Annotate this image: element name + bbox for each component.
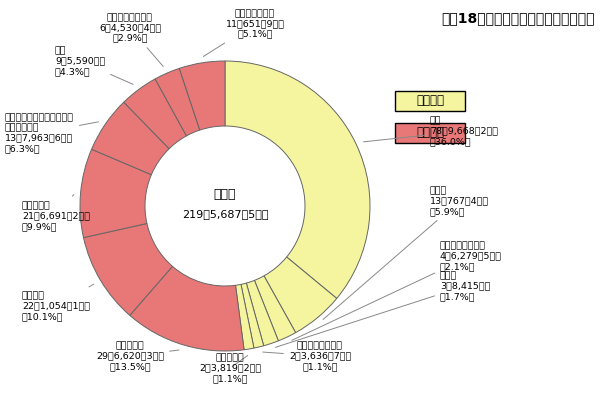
- Text: 地方消費税交付金
6億4,530万4千円
（2.9%）: 地方消費税交付金 6億4,530万4千円 （2.9%）: [99, 13, 163, 67]
- Text: 219億5,687万5千円: 219億5,687万5千円: [182, 209, 268, 219]
- Text: 使用料及び手数料
4億6,279万5千円
（2.1%）: 使用料及び手数料 4億6,279万5千円 （2.1%）: [292, 241, 502, 340]
- Wedge shape: [124, 79, 187, 149]
- Wedge shape: [80, 149, 151, 238]
- Text: 国有提供施設等所在市町村
助成交付金等
13億7,963万6千円
（6.3%）: 国有提供施設等所在市町村 助成交付金等 13億7,963万6千円 （6.3%）: [5, 113, 98, 153]
- Text: 分担金及び負担金
2億3,636万7千円
（1.1%）: 分担金及び負担金 2億3,636万7千円 （1.1%）: [263, 341, 351, 371]
- Wedge shape: [179, 61, 225, 130]
- Text: 都支出金
22億1,054万1千円
（10.1%）: 都支出金 22億1,054万1千円 （10.1%）: [22, 284, 94, 321]
- Wedge shape: [264, 257, 337, 332]
- Wedge shape: [236, 284, 254, 350]
- Wedge shape: [92, 102, 169, 175]
- Text: 諸収入　等
2億3,819万2千円
（1.1%）: 諸収入 等 2億3,819万2千円 （1.1%）: [199, 353, 261, 383]
- Text: 繰越金
3億8,415万円
（1.7%）: 繰越金 3億8,415万円 （1.7%）: [275, 271, 490, 347]
- Wedge shape: [247, 280, 278, 346]
- Text: 国庫支出金
29億6,620万3千円
（13.5%）: 国庫支出金 29億6,620万3千円 （13.5%）: [96, 341, 179, 371]
- Wedge shape: [83, 223, 172, 315]
- Text: 依存財源: 依存財源: [416, 126, 444, 140]
- Bar: [395, 91, 465, 111]
- Text: 歳　入: 歳 入: [214, 188, 236, 200]
- Wedge shape: [241, 283, 264, 348]
- Text: 市税
78億9,668万2千円
（36.0%）: 市税 78億9,668万2千円 （36.0%）: [364, 116, 498, 146]
- Text: 自主財源: 自主財源: [416, 95, 444, 107]
- Bar: [395, 123, 465, 143]
- Text: 地方交付税
21億6,691万2千円
（9.9%）: 地方交付税 21億6,691万2千円 （9.9%）: [22, 194, 90, 231]
- Text: 繰入金
13億767万4千円
（5.9%）: 繰入金 13億767万4千円 （5.9%）: [323, 186, 489, 320]
- Wedge shape: [155, 69, 200, 136]
- Wedge shape: [225, 61, 370, 298]
- Wedge shape: [130, 266, 244, 351]
- Text: 地方譲与税　等
11億651万9千円
（5.1%）: 地方譲与税 等 11億651万9千円 （5.1%）: [203, 9, 284, 57]
- Text: 市債
9億5,590万円
（4.3%）: 市債 9億5,590万円 （4.3%）: [55, 46, 133, 84]
- Text: 平成18年度一般会計決算額及び構成比: 平成18年度一般会計決算額及び構成比: [442, 11, 595, 25]
- Wedge shape: [254, 276, 296, 341]
